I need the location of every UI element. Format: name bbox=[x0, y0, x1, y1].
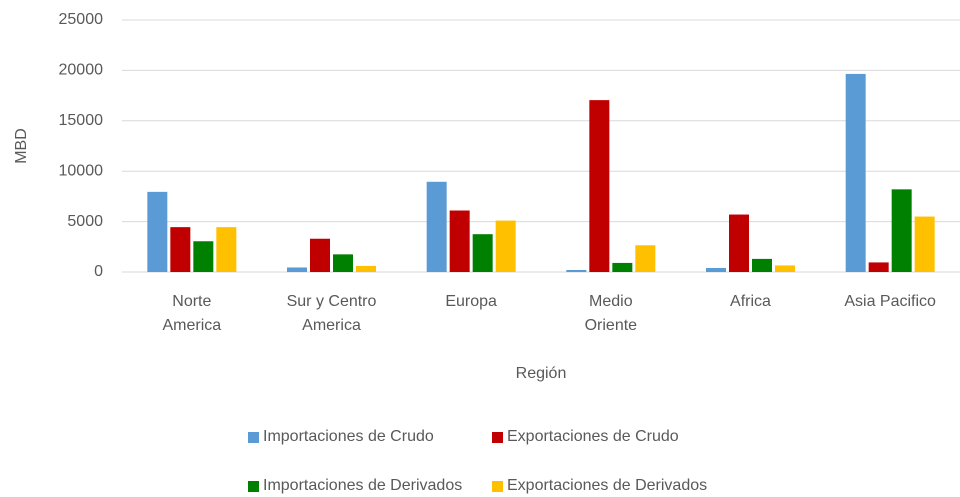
bar bbox=[566, 269, 587, 272]
bar bbox=[287, 267, 307, 272]
bar bbox=[752, 258, 772, 272]
legend-item: Exportaciones de Derivados bbox=[492, 477, 707, 495]
legend-label: Exportaciones de Crudo bbox=[507, 428, 679, 445]
bar bbox=[216, 227, 237, 272]
y-tick-label: 20000 bbox=[59, 62, 104, 79]
y-tick-label: 10000 bbox=[59, 162, 104, 179]
legend-label: Importaciones de Crudo bbox=[263, 428, 434, 445]
bar bbox=[472, 234, 493, 272]
y-tick-label: 5000 bbox=[67, 213, 103, 230]
x-tick-label: Africa bbox=[730, 293, 771, 310]
legend-swatch bbox=[248, 431, 259, 443]
bar bbox=[310, 238, 330, 272]
bar bbox=[426, 181, 447, 272]
bar bbox=[147, 191, 168, 272]
bar bbox=[449, 210, 470, 272]
bar bbox=[193, 241, 214, 272]
y-tick-label: 15000 bbox=[59, 112, 104, 129]
bar bbox=[612, 262, 633, 272]
bar bbox=[356, 265, 376, 272]
x-axis-label: Región bbox=[516, 365, 567, 382]
legend-swatch bbox=[492, 480, 503, 492]
bar bbox=[635, 245, 656, 272]
legend-swatch bbox=[492, 431, 503, 443]
y-tick-label: 25000 bbox=[59, 11, 104, 28]
y-axis-label: MBD bbox=[13, 128, 30, 164]
x-tick-label: Asia Pacifico bbox=[844, 293, 936, 310]
bar bbox=[845, 73, 866, 272]
legend-label: Importaciones de Derivados bbox=[263, 477, 463, 494]
bar bbox=[706, 267, 726, 272]
x-tick-label: Sur y Centro America bbox=[286, 293, 377, 334]
x-tick-label: Norte America bbox=[162, 293, 222, 334]
legend-item: Importaciones de Derivados bbox=[248, 477, 462, 495]
bar bbox=[891, 189, 912, 272]
legend-swatch bbox=[248, 480, 259, 492]
bar bbox=[775, 265, 795, 272]
legend-label: Exportaciones de Derivados bbox=[507, 477, 708, 494]
bar bbox=[333, 254, 353, 272]
bar bbox=[868, 262, 889, 272]
x-tick-label: Europa bbox=[445, 293, 497, 310]
x-tick-label: Medio Oriente bbox=[584, 293, 638, 334]
bar bbox=[729, 214, 749, 272]
bar bbox=[589, 100, 610, 272]
bar bbox=[495, 220, 516, 272]
bar bbox=[170, 227, 191, 272]
bar bbox=[914, 216, 935, 272]
legend-item: Importaciones de Crudo bbox=[248, 428, 434, 446]
y-tick-label: 0 bbox=[94, 263, 103, 280]
legend-item: Exportaciones de Crudo bbox=[492, 428, 679, 446]
